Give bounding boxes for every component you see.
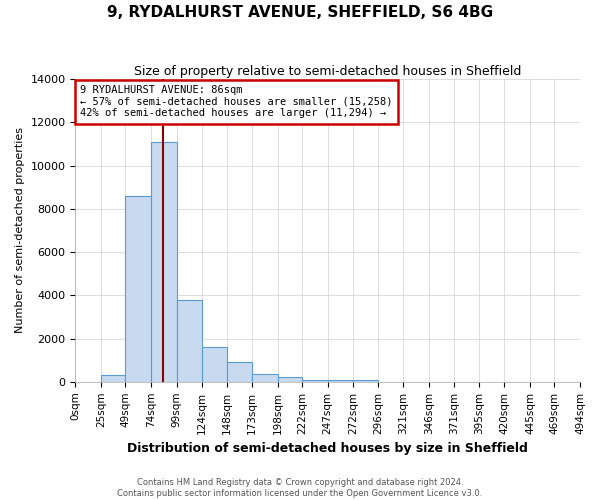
Bar [176, 300, 202, 382]
Title: Size of property relative to semi-detached houses in Sheffield: Size of property relative to semi-detach… [134, 65, 521, 78]
Bar [125, 196, 151, 382]
Bar [252, 374, 278, 382]
Bar [353, 380, 378, 382]
Text: 9 RYDALHURST AVENUE: 86sqm
← 57% of semi-detached houses are smaller (15,258)
42: 9 RYDALHURST AVENUE: 86sqm ← 57% of semi… [80, 85, 393, 118]
Bar [151, 142, 176, 382]
Text: Contains HM Land Registry data © Crown copyright and database right 2024.
Contai: Contains HM Land Registry data © Crown c… [118, 478, 482, 498]
Bar [302, 380, 328, 382]
Bar [278, 378, 302, 382]
Bar [101, 376, 125, 382]
Bar [202, 347, 227, 382]
Text: 9, RYDALHURST AVENUE, SHEFFIELD, S6 4BG: 9, RYDALHURST AVENUE, SHEFFIELD, S6 4BG [107, 5, 493, 20]
X-axis label: Distribution of semi-detached houses by size in Sheffield: Distribution of semi-detached houses by … [127, 442, 528, 455]
Bar [227, 362, 252, 382]
Y-axis label: Number of semi-detached properties: Number of semi-detached properties [15, 128, 25, 334]
Bar [328, 380, 353, 382]
